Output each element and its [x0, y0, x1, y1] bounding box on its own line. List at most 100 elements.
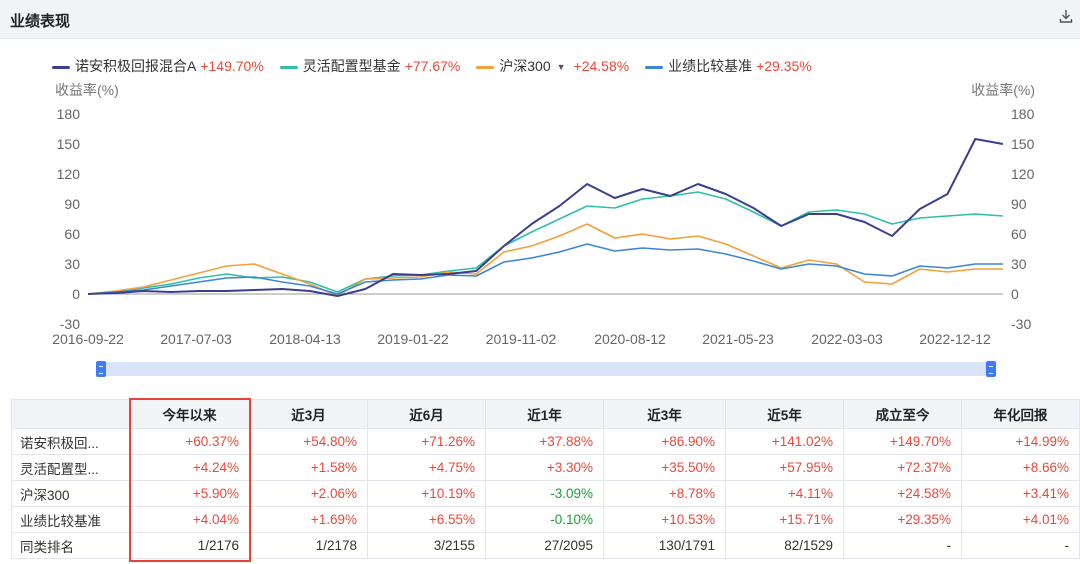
table-cell: +141.02% — [725, 428, 844, 455]
x-tick-label: 2016-09-22 — [52, 331, 124, 347]
table-cell: +149.70% — [843, 428, 962, 455]
return-chart: 收益率(%) 收益率(%) 180 150 120 90 60 30 0 -30 180 150… — [52, 82, 1035, 347]
table-cell: +3.30% — [485, 454, 604, 481]
y-tick-label: 0 — [1011, 286, 1019, 302]
x-tick-label: 2022-12-12 — [919, 331, 991, 347]
table-cell: +37.88% — [485, 428, 604, 455]
table-row: 诺安积极回... +60.37% +54.80% +71.26% +37.88% +86.… — [11, 428, 1080, 455]
table-cell: +60.37% — [129, 428, 250, 455]
series-line-3 — [87, 243, 1003, 295]
table-body: 诺安积极回... +60.37% +54.80% +71.26% +37.88% +86.… — [11, 428, 1080, 559]
series-lines — [87, 138, 1004, 297]
legend-label: 灵活配置型基金 — [302, 58, 401, 74]
legend-item-fund[interactable]: 诺安积极回报混合A +149.70% — [52, 56, 264, 76]
y-tick-label: 120 — [57, 166, 81, 182]
series-line-2 — [87, 223, 1003, 297]
table-cell: +10.53% — [603, 506, 726, 533]
legend-swatch — [645, 65, 664, 69]
slider-track[interactable] — [100, 362, 992, 376]
table-cell: +54.80% — [249, 428, 368, 455]
legend-swatch — [476, 65, 495, 69]
legend-label: 业绩比较基准 — [668, 58, 753, 74]
legend-value: +77.67% — [404, 58, 461, 74]
table-cell: +4.24% — [129, 454, 250, 481]
y-tick-label: 30 — [64, 256, 80, 272]
column-header: 近6月 — [367, 399, 486, 429]
table-cell: +5.90% — [129, 480, 250, 507]
x-tick-label: 2019-11-02 — [486, 331, 557, 347]
table-cell: +1.58% — [249, 454, 368, 481]
row-label: 诺安积极回... — [11, 428, 130, 455]
slider-handle-left[interactable] — [96, 361, 106, 377]
y-tick-label: 60 — [1011, 226, 1027, 242]
legend-label: 沪深300 — [499, 58, 551, 74]
y-tick-label: -30 — [60, 316, 80, 332]
table-cell: +4.11% — [725, 480, 844, 507]
legend-swatch — [52, 65, 70, 69]
table-cell: +14.99% — [961, 428, 1080, 455]
column-header: 今年以来 — [129, 399, 250, 429]
table-cell: +29.35% — [843, 506, 962, 533]
column-header: 近1年 — [485, 399, 604, 429]
y-tick-label: 150 — [1011, 136, 1035, 152]
table-cell: +71.26% — [367, 428, 486, 455]
table-cell: 130/1791 — [603, 532, 726, 559]
legend-value: +29.35% — [756, 58, 812, 74]
table-row: 灵活配置型... +4.24% +1.58% +4.75% +3.30% +35.50% +… — [11, 454, 1080, 481]
y-tick-label: 180 — [1011, 106, 1035, 122]
series-line-0 — [87, 138, 1004, 297]
y-tick-label: -30 — [1011, 316, 1031, 332]
table-cell: +4.04% — [129, 506, 250, 533]
table-row: 同类排名 1/2176 1/2178 3/2155 27/2095 130/1791 82/… — [11, 532, 1080, 559]
table-cell: 27/2095 — [485, 532, 604, 559]
y-tick-label: 120 — [1011, 166, 1035, 182]
x-ticks: 2016-09-22 2017-07-03 2018-04-13 2019-01-22… — [52, 331, 991, 347]
table-row: 沪深300 +5.90% +2.06% +10.19% -3.09% +8.78% +4.1… — [11, 480, 1080, 507]
table-cell: +35.50% — [603, 454, 726, 481]
x-tick-label: 2017-07-03 — [160, 331, 232, 347]
table-cell: +8.66% — [961, 454, 1080, 481]
table-cell: +1.69% — [249, 506, 368, 533]
table-cell: +4.01% — [961, 506, 1080, 533]
performance-table: 今年以来 近3月 近6月 近1年 近3年 近5年 成立至今 年化回报 诺安积极回... +60.… — [11, 399, 1080, 559]
y-tick-label: 30 — [1011, 256, 1027, 272]
column-header: 成立至今 — [843, 399, 962, 429]
legend-item-index[interactable]: 沪深300 ▼ +24.58% — [476, 56, 629, 76]
legend-value: +24.58% — [573, 58, 630, 74]
table-cell: 3/2155 — [367, 532, 486, 559]
series-line-1 — [87, 191, 1004, 295]
table-cell: +72.37% — [843, 454, 962, 481]
panel-title: 业绩表现 — [10, 13, 71, 30]
legend-item-benchmark[interactable]: 业绩比较基准 +29.35% — [645, 56, 812, 76]
legend-swatch — [279, 65, 298, 69]
y-tick-label: 90 — [1011, 196, 1027, 212]
y-ticks-left: 180 150 120 90 60 30 0 -30 — [57, 106, 81, 332]
table-cell: 82/1529 — [725, 532, 844, 559]
download-icon[interactable] — [1058, 8, 1074, 24]
table-row: 业绩比较基准 +4.04% +1.69% +6.55% -0.10% +10.53% +15… — [11, 506, 1080, 533]
y-axis-label-left: 收益率(%) — [55, 82, 119, 98]
range-slider[interactable] — [96, 360, 996, 378]
table-cell: -3.09% — [485, 480, 604, 507]
dropdown-caret-icon[interactable]: ▼ — [556, 62, 566, 73]
table-header-row: 今年以来 近3月 近6月 近1年 近3年 近5年 成立至今 年化回报 — [11, 399, 1080, 429]
slider-handle-right[interactable] — [986, 361, 996, 377]
column-header: 近3月 — [249, 399, 368, 429]
table-cell: -0.10% — [485, 506, 604, 533]
x-tick-label: 2022-03-03 — [811, 331, 883, 347]
table-cell: +2.06% — [249, 480, 368, 507]
legend-item-category[interactable]: 灵活配置型基金 +77.67% — [279, 56, 461, 76]
table-cell: 1/2178 — [249, 532, 368, 559]
column-header: 近5年 — [725, 399, 844, 429]
row-label: 同类排名 — [11, 532, 130, 559]
table-cell: +24.58% — [843, 480, 962, 507]
x-tick-label: 2021-05-23 — [702, 331, 774, 347]
y-tick-label: 60 — [64, 226, 80, 242]
table-cell: +15.71% — [725, 506, 844, 533]
y-ticks-right: 180 150 120 90 60 30 0 -30 — [1011, 106, 1035, 332]
x-tick-label: 2020-08-12 — [594, 331, 666, 347]
legend-label: 诺安积极回报混合A — [75, 58, 197, 74]
x-tick-label: 2018-04-13 — [269, 331, 341, 347]
table-cell: +10.19% — [367, 480, 486, 507]
table-cell: +8.78% — [603, 480, 726, 507]
